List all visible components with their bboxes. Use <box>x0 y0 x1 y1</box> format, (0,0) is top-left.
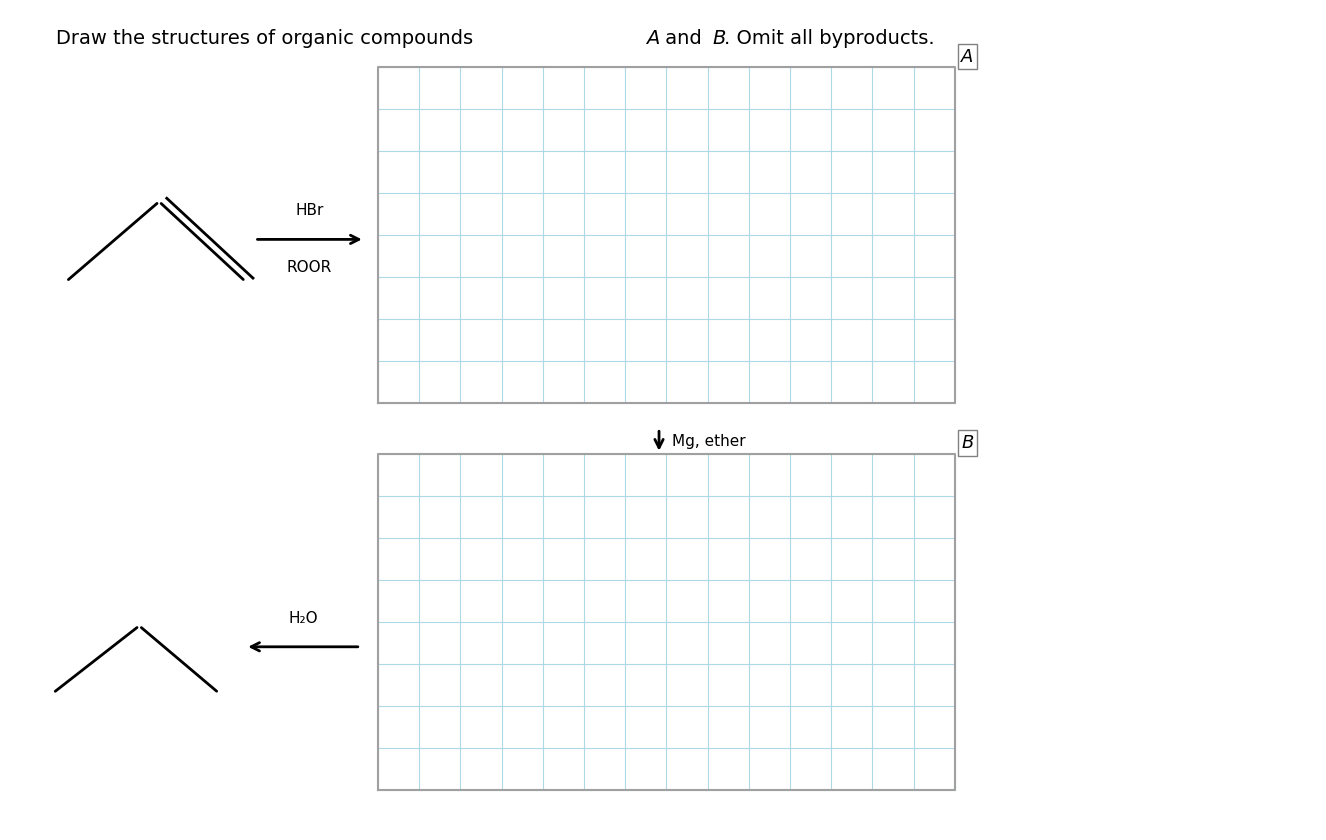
Text: B: B <box>961 434 973 452</box>
Text: H₂O: H₂O <box>288 611 318 626</box>
Text: . Omit all byproducts.: . Omit all byproducts. <box>724 29 935 49</box>
Text: HBr: HBr <box>296 203 324 218</box>
Text: A: A <box>961 48 973 66</box>
Text: Mg, ether: Mg, ether <box>672 433 747 449</box>
Text: A: A <box>646 29 659 49</box>
Text: B: B <box>712 29 725 49</box>
Text: ROOR: ROOR <box>286 260 333 276</box>
Text: Draw the structures of organic compounds: Draw the structures of organic compounds <box>56 29 479 49</box>
Text: and: and <box>659 29 708 49</box>
